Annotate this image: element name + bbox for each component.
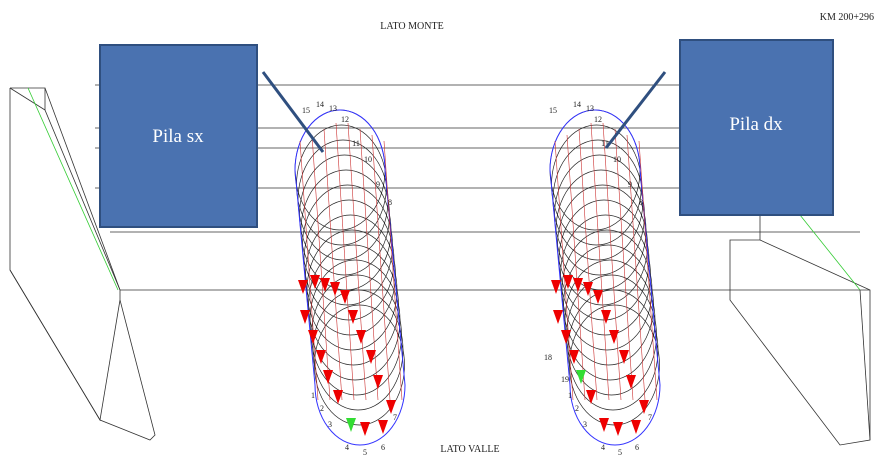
node-label: 1 [311,391,315,400]
node-label: 1 [568,391,572,400]
node-label: 9 [376,180,380,189]
pier-ring [312,275,402,395]
pier-bar [372,135,390,400]
node-label: 14 [573,100,581,109]
load-marker [561,330,571,344]
node-label: 10 [613,155,621,164]
load-marker [316,350,326,364]
node-label: 15 [302,106,310,115]
load-marker [593,290,603,304]
pier-bar [627,135,645,400]
node-label: 2 [575,404,579,413]
node-label: 10 [364,155,372,164]
km-label: KM 200+296 [820,12,874,23]
load-marker [373,375,383,389]
load-marker [356,330,366,344]
pier-ring [297,125,387,245]
load-marker [599,418,609,432]
node-label: 12 [341,115,349,124]
load-marker [551,280,561,294]
node-label: 4 [345,443,349,452]
node-label: 2 [320,404,324,413]
load-marker [378,420,388,434]
node-label: 5 [363,448,367,457]
node-label: 3 [328,420,332,429]
node-label: 6 [381,443,385,452]
node-label: 13 [329,104,337,113]
pier-bar [348,123,366,400]
node-label: 7 [393,413,397,422]
callout-pointer [263,72,323,152]
node-label: 14 [316,100,324,109]
node-label: 11 [352,139,360,148]
node-label: 13 [586,104,594,113]
pier-ring [564,245,654,365]
load-marker [333,390,343,404]
pier-bar [591,123,609,400]
load-marker [308,330,318,344]
pier-bar [360,129,378,400]
load-marker [601,310,611,324]
load-marker [631,420,641,434]
pier-ring [553,140,643,260]
pier-bar [384,141,402,400]
pier-bar [639,141,657,400]
node-label: 6 [635,443,639,452]
bottom-label: LATO VALLE [440,444,499,455]
pier-bar [336,123,354,400]
load-marker [348,310,358,324]
top-label: LATO MONTE [380,21,443,32]
load-marker [360,422,370,436]
pier-ring [309,245,399,365]
node-label: 5 [618,448,622,457]
node-label: 7 [648,413,652,422]
node-label: 15 [549,106,557,115]
load-marker [553,310,563,324]
load-marker [340,290,350,304]
node-label: 9 [628,180,632,189]
load-marker [613,422,623,436]
pier-ring [303,185,393,305]
pier-bar [603,123,621,400]
callout-pointer [606,72,665,148]
node-label: 8 [639,198,643,207]
load-marker [619,350,629,364]
callout-label: Pila sx [152,126,204,147]
node-label: 12 [594,115,602,124]
load-marker [639,400,649,414]
diagram: 1514131211109812345671514131211109818191… [0,0,877,457]
node-label: 3 [583,420,587,429]
pier-ring [558,185,648,305]
pier-ring [298,140,388,260]
node-label: 4 [601,443,605,452]
node-label: 19 [561,375,569,384]
load-marker [586,390,596,404]
callout-label: Pila dx [729,114,783,135]
load-marker [576,370,586,384]
node-label: 18 [544,353,552,362]
node-label: 8 [388,198,392,207]
